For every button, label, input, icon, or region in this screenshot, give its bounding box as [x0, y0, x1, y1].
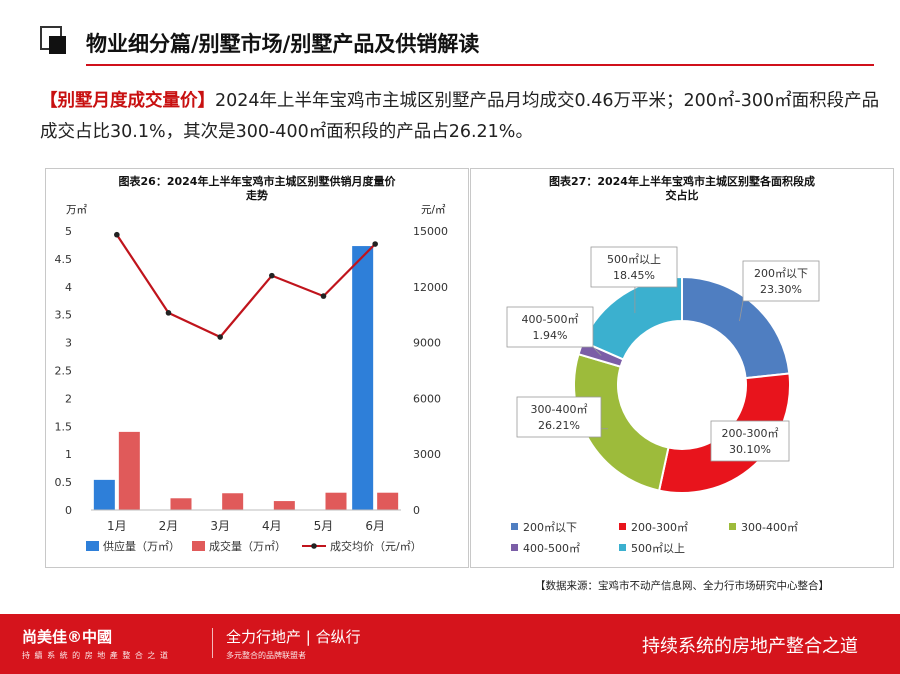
logo-mark [40, 26, 66, 54]
chart1-title: 图表26：2024年上半年宝鸡市主城区别墅供销月度量价 走势 [46, 175, 468, 203]
price-point [269, 272, 275, 279]
donut-slice [581, 275, 683, 361]
donut-label-value: 23.30% [760, 283, 802, 296]
footer-bar: 尚美佳®中國 持 續 系 統 的 房 地 產 整 合 之 道 全力行地产 | 合… [0, 614, 900, 674]
x-tick-label: 2月 [159, 519, 179, 533]
bar-deal [377, 492, 399, 510]
price-point [320, 293, 327, 299]
legend-price-marker [311, 543, 317, 549]
footer-brand: 尚美佳®中國 [22, 628, 113, 646]
chart2-title: 图表27：2024年上半年宝鸡市主城区别墅各面积段成 交占比 [471, 175, 893, 203]
y2-tick-label: 9000 [413, 337, 441, 350]
donut-label-box [710, 420, 790, 462]
bar-line-chart-panel: 图表26：2024年上半年宝鸡市主城区别墅供销月度量价 走势 万㎡ 元/㎡ 0 0.5… [45, 168, 469, 568]
chart2-title-line1: 图表27：2024年上半年宝鸡市主城区别墅各面积段成 [549, 175, 815, 188]
footer-slogan: 持续系统的房地产整合之道 [642, 636, 858, 657]
y-tick-label: 3 [65, 337, 72, 350]
y-tick-label: 3.5 [55, 309, 73, 322]
chart1-svg: 万㎡ 元/㎡ 0 0.5 1 1.5 2 2.5 3 3.5 4 4.5 5 0 3000 6000 9000 1… [55, 204, 449, 553]
donut-label-name: 400-500㎡ [522, 313, 579, 326]
donut-label-name: 300-400㎡ [531, 403, 588, 416]
y-tick-label: 0.5 [55, 476, 73, 489]
y2-tick-label: 12000 [413, 281, 448, 294]
price-point [165, 310, 172, 316]
chart2-svg: 200㎡以下 23.30% 200-300㎡ 30.10% 300-400㎡ 26.21%… [506, 246, 820, 555]
price-point [217, 334, 223, 340]
y-tick-label: 1 [65, 448, 72, 461]
bar-deal [170, 498, 192, 510]
data-source-note: 【数据来源：宝鸡市不动产信息网、全力行市场研究中心整合】 [535, 580, 829, 592]
donut-label-name: 200㎡以下 [754, 267, 808, 280]
donut-label-value: 30.10% [729, 443, 771, 456]
legend-price-label: 成交均价（元/㎡） [330, 539, 422, 553]
donut-label-value: 1.94% [533, 329, 568, 342]
price-point [114, 231, 120, 238]
footer-divider [212, 628, 213, 658]
legend-supply-label: 供应量（万㎡） [103, 539, 180, 553]
donut-label-value: 26.21% [538, 419, 580, 432]
chart2-title-line2: 交占比 [665, 189, 699, 202]
bar-deal [118, 431, 140, 510]
x-tick-label: 5月 [314, 519, 334, 533]
chart1-title-line1: 图表26：2024年上半年宝鸡市主城区别墅供销月度量价 [118, 175, 396, 188]
donut-leader-line [739, 300, 744, 322]
legend-swatch [619, 544, 626, 551]
left-axis-unit: 万㎡ [66, 204, 87, 216]
y-tick-label: 1.5 [55, 420, 73, 433]
donut-chart-panel: 图表27：2024年上半年宝鸡市主城区别墅各面积段成 交占比 200㎡以下 23.… [470, 168, 894, 568]
y-tick-label: 2 [65, 392, 72, 405]
y-tick-label: 4 [65, 281, 72, 294]
bar-deal [325, 492, 347, 510]
legend-label: 200㎡以下 [523, 521, 577, 534]
legend-deal-label: 成交量（万㎡） [209, 539, 286, 553]
x-tick-label: 3月 [210, 519, 230, 533]
footer-brand-secondary: 全力行地产 | 合纵行 [226, 628, 361, 646]
summary-paragraph: 【别墅月度成交量价】2024年上半年宝鸡市主城区别墅产品月均成交0.46万平米；… [40, 86, 880, 148]
y-tick-label: 0 [65, 504, 72, 517]
bar-supply [93, 479, 115, 510]
donut-label-box [590, 246, 678, 288]
y2-tick-label: 0 [413, 504, 420, 517]
price-line [115, 234, 376, 339]
donut-leader-line [592, 346, 602, 356]
legend-swatch [729, 523, 736, 530]
x-tick-label: 4月 [262, 519, 282, 533]
donut-slice [573, 352, 670, 492]
y2-tick-label: 6000 [413, 392, 441, 405]
summary-text: 2024年上半年宝鸡市主城区别墅产品月均成交0.46万平米；200㎡-300㎡面… [40, 91, 880, 142]
bar-supply [352, 246, 374, 510]
legend-label: 500㎡以上 [631, 542, 685, 555]
y-tick-label: 2.5 [55, 365, 73, 378]
legend-swatch [619, 523, 626, 530]
price-point [372, 241, 378, 247]
summary-tag: 【别墅月度成交量价】 [40, 91, 215, 111]
footer-brand-secondary-subtitle: 多元整合的品牌联盟者 [226, 651, 306, 660]
bar-deal [273, 501, 295, 510]
donut-label-name: 200-300㎡ [722, 427, 779, 440]
legend-label: 400-500㎡ [523, 542, 580, 555]
y2-tick-label: 15000 [413, 225, 448, 238]
donut-label-box [742, 260, 820, 302]
donut-label-value: 18.45% [613, 269, 655, 282]
legend-label: 200-300㎡ [631, 521, 688, 534]
legend-swatch [511, 523, 518, 530]
donut-label-name: 500㎡以上 [607, 253, 661, 266]
bar-deal [222, 493, 244, 510]
page-title: 物业细分篇/别墅市场/别墅产品及供销解读 [86, 32, 480, 56]
legend-swatch [511, 544, 518, 551]
x-tick-label: 6月 [365, 519, 385, 533]
y-tick-label: 4.5 [55, 253, 73, 266]
donut-label-box [516, 396, 602, 438]
legend-deal-swatch [192, 541, 205, 551]
y2-tick-label: 3000 [413, 448, 441, 461]
right-axis-unit: 元/㎡ [421, 204, 446, 216]
x-tick-label: 1月 [107, 519, 127, 533]
footer-brand-subtitle: 持 續 系 統 的 房 地 產 整 合 之 道 [22, 651, 169, 660]
donut-label-box [506, 306, 594, 348]
y-tick-label: 5 [65, 225, 72, 238]
legend-label: 300-400㎡ [741, 521, 798, 534]
title-divider [86, 64, 874, 66]
chart1-title-line2: 走势 [246, 189, 268, 202]
legend-supply-swatch [86, 541, 99, 551]
